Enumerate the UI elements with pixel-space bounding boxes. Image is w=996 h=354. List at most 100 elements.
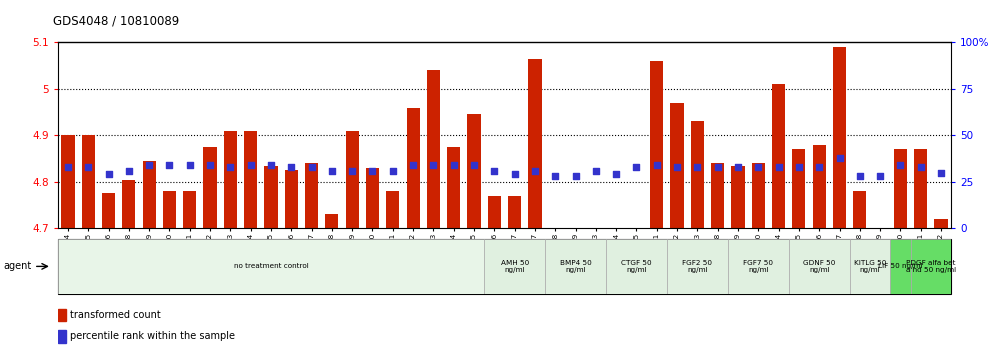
Bar bbox=[203, 147, 217, 228]
Bar bbox=[488, 196, 501, 228]
Bar bbox=[58, 330, 67, 343]
Point bbox=[263, 162, 279, 168]
Bar bbox=[545, 239, 606, 294]
Point bbox=[60, 164, 76, 170]
Text: percentile rank within the sample: percentile rank within the sample bbox=[70, 331, 235, 341]
Text: KITLG 50
ng/ml: KITLG 50 ng/ml bbox=[854, 259, 886, 273]
Bar bbox=[244, 131, 257, 228]
Bar bbox=[264, 166, 278, 228]
Point bbox=[527, 168, 543, 173]
Bar bbox=[569, 228, 582, 293]
Text: FGF7 50
ng/ml: FGF7 50 ng/ml bbox=[743, 259, 773, 273]
Point bbox=[832, 155, 848, 161]
Bar bbox=[549, 228, 562, 293]
Point bbox=[872, 173, 888, 179]
Bar bbox=[386, 191, 399, 228]
Point bbox=[750, 164, 766, 170]
Point bbox=[161, 162, 177, 168]
Bar bbox=[82, 136, 95, 228]
Point bbox=[852, 173, 868, 179]
Bar bbox=[731, 166, 745, 228]
Point bbox=[182, 162, 198, 168]
Bar bbox=[346, 131, 359, 228]
Text: CTGF 50
ng/ml: CTGF 50 ng/ml bbox=[622, 259, 651, 273]
Point bbox=[425, 162, 441, 168]
Point bbox=[243, 162, 259, 168]
Point bbox=[101, 172, 117, 177]
Point bbox=[466, 162, 482, 168]
Bar bbox=[58, 239, 484, 294]
Point bbox=[446, 162, 462, 168]
Bar bbox=[629, 228, 643, 303]
Point bbox=[568, 173, 584, 179]
Text: FGF2 50
ng/ml: FGF2 50 ng/ml bbox=[682, 259, 712, 273]
Point bbox=[283, 164, 299, 170]
Bar bbox=[893, 149, 907, 228]
Bar bbox=[854, 191, 867, 228]
Bar bbox=[183, 191, 196, 228]
Point bbox=[933, 170, 949, 176]
Text: PDGF alfa bet
a hd 50 ng/ml: PDGF alfa bet a hd 50 ng/ml bbox=[905, 259, 956, 273]
Point bbox=[912, 164, 928, 170]
Bar bbox=[162, 191, 176, 228]
Bar bbox=[447, 147, 460, 228]
Bar bbox=[326, 215, 339, 228]
Text: GDNF 50
ng/ml: GDNF 50 ng/ml bbox=[803, 259, 836, 273]
Point bbox=[588, 168, 604, 173]
Bar bbox=[813, 145, 826, 228]
Bar bbox=[610, 228, 622, 293]
Point bbox=[365, 168, 380, 173]
Point bbox=[81, 164, 97, 170]
Point bbox=[609, 172, 624, 177]
Text: GDS4048 / 10810089: GDS4048 / 10810089 bbox=[53, 14, 179, 27]
Bar bbox=[667, 239, 728, 294]
Point bbox=[202, 162, 218, 168]
Text: transformed count: transformed count bbox=[70, 310, 160, 320]
Bar bbox=[142, 161, 155, 228]
Bar bbox=[792, 149, 806, 228]
Bar bbox=[123, 179, 135, 228]
Point bbox=[222, 164, 238, 170]
Point bbox=[648, 162, 664, 168]
Bar bbox=[934, 219, 947, 228]
Point bbox=[771, 164, 787, 170]
Point bbox=[730, 164, 746, 170]
Point bbox=[507, 172, 523, 177]
Bar bbox=[528, 59, 542, 228]
Point bbox=[628, 164, 644, 170]
Point bbox=[324, 168, 340, 173]
Bar bbox=[711, 163, 724, 228]
Bar bbox=[305, 163, 318, 228]
Bar bbox=[427, 70, 440, 228]
Bar bbox=[467, 114, 481, 228]
Bar bbox=[366, 168, 379, 228]
Bar bbox=[850, 239, 890, 294]
Text: AMH 50
ng/ml: AMH 50 ng/ml bbox=[501, 259, 529, 273]
Text: no treatment control: no treatment control bbox=[234, 263, 309, 269]
Point bbox=[384, 168, 400, 173]
Bar bbox=[914, 149, 927, 228]
Point bbox=[405, 162, 421, 168]
Point bbox=[811, 164, 827, 170]
Point bbox=[791, 164, 807, 170]
Bar bbox=[590, 228, 603, 242]
Bar bbox=[285, 170, 298, 228]
Point bbox=[710, 164, 726, 170]
Bar bbox=[728, 239, 789, 294]
Bar bbox=[833, 47, 847, 228]
Text: LIF 50 ng/ml: LIF 50 ng/ml bbox=[878, 263, 922, 269]
Bar bbox=[752, 163, 765, 228]
Bar bbox=[691, 121, 704, 228]
Point bbox=[304, 164, 320, 170]
Point bbox=[689, 164, 705, 170]
Bar bbox=[670, 103, 683, 228]
Bar bbox=[650, 61, 663, 228]
Bar bbox=[910, 239, 951, 294]
Bar bbox=[484, 239, 545, 294]
Point bbox=[141, 162, 157, 168]
Point bbox=[486, 168, 502, 173]
Bar bbox=[772, 84, 785, 228]
Bar bbox=[224, 131, 237, 228]
Bar bbox=[102, 194, 116, 228]
Bar bbox=[406, 108, 419, 228]
